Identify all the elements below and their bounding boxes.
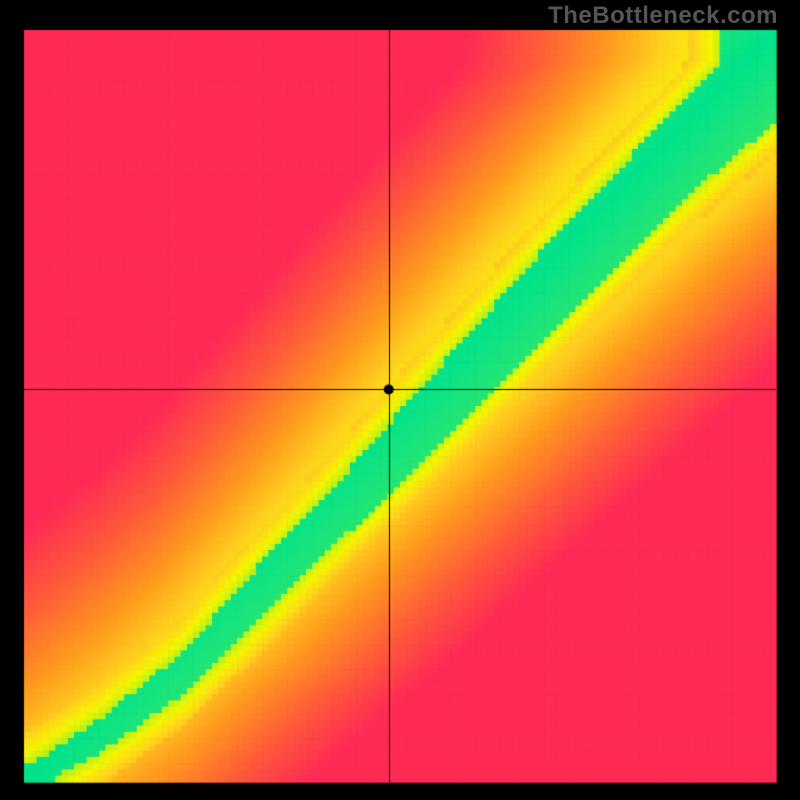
attribution-label: TheBottleneck.com: [548, 2, 778, 30]
bottleneck-heatmap: [0, 0, 800, 800]
chart-container: { "attribution": { "text": "TheBottlenec…: [0, 0, 800, 800]
